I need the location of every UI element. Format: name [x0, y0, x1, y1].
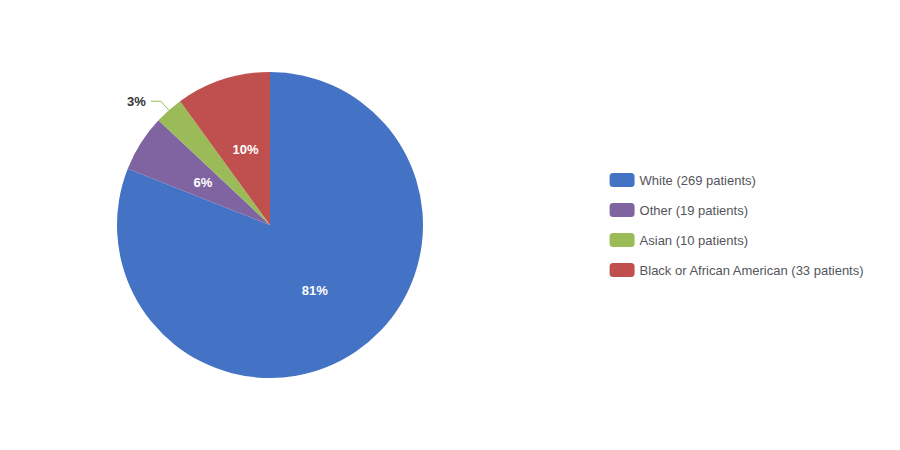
svg-text:3%: 3% [127, 94, 146, 109]
svg-text:6%: 6% [193, 175, 212, 190]
svg-text:Black or African American (33: Black or African American (33 patients) [640, 263, 864, 278]
svg-text:81%: 81% [302, 283, 328, 298]
svg-text:Asian (10 patients): Asian (10 patients) [640, 233, 748, 248]
svg-text:10%: 10% [232, 142, 258, 157]
svg-text:White (269 patients): White (269 patients) [640, 173, 756, 188]
svg-text:Other (19 patients): Other (19 patients) [640, 203, 748, 218]
